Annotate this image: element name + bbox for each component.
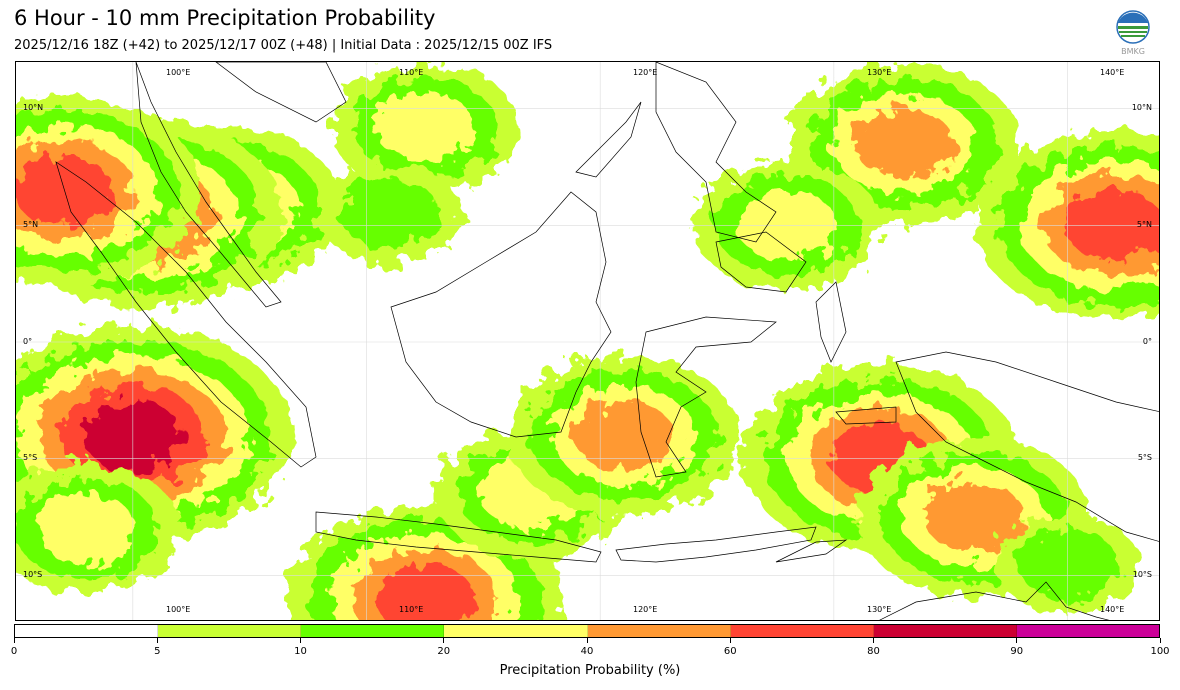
lat-label-right-0: 0° <box>1142 337 1152 346</box>
colorbar-tick-1 <box>156 638 158 643</box>
new-guinea-coast <box>895 351 1159 542</box>
colorbar-segment-7 <box>1016 625 1159 637</box>
bmkg-logo: BMKG <box>1113 10 1153 56</box>
colorbar-segment-6 <box>873 625 1017 637</box>
rain-south-china-sea-west-level-2 <box>339 178 440 249</box>
borneo-coast <box>390 191 612 438</box>
colorbar <box>14 624 1160 638</box>
lon-label-bottom-100: 100°E <box>166 605 191 614</box>
colorbar-segment-4 <box>587 625 731 637</box>
lon-label-top-100: 100°E <box>166 68 191 77</box>
lon-label-top-120: 120°E <box>633 68 658 77</box>
lesser-sunda-coast <box>615 526 817 563</box>
rain-indian-ocean-south-level-3 <box>36 493 137 564</box>
colorbar-tick-3 <box>443 638 445 643</box>
java-coast <box>315 511 602 563</box>
colorbar-tick-label-8: 100 <box>1150 646 1170 657</box>
lat-label-right-10s: 10°S <box>1132 570 1152 579</box>
colorbar-segment-0 <box>15 625 159 637</box>
lon-label-top-110: 110°E <box>399 68 424 77</box>
lon-label-top-140: 140°E <box>1100 68 1125 77</box>
colorbar-segment-2 <box>301 625 445 637</box>
colorbar-segment-5 <box>730 625 874 637</box>
precipitation-layer <box>16 62 1159 620</box>
indochina-coast <box>215 62 347 123</box>
colorbar-tick-label-3: 20 <box>437 646 451 657</box>
map-canvas <box>16 62 1159 620</box>
rain-north-of-borneo-level-3 <box>374 92 475 163</box>
colorbar-title: Precipitation Probability (%) <box>499 663 681 678</box>
colorbar-tick-label-7: 90 <box>1010 646 1024 657</box>
lat-label-right-10n: 10°N <box>1131 103 1152 112</box>
colorbar-tick-label-4: 40 <box>580 646 594 657</box>
sumatra-coast <box>55 161 317 468</box>
rain-makassar-strait-level-4 <box>573 400 674 471</box>
colorbar-segment-1 <box>158 625 302 637</box>
timor-coast <box>775 539 848 563</box>
lon-label-top-130: 130°E <box>867 68 892 77</box>
colorbar-tick-6 <box>873 638 874 643</box>
colorbar-tick-label-6: 80 <box>867 646 880 657</box>
colorbar-tick-label-0: 0 <box>10 646 18 657</box>
colorbar-tick-4 <box>586 638 588 643</box>
bmkg-logo-icon: BMKG <box>1116 10 1150 56</box>
coastlines <box>55 62 1159 620</box>
lat-label-left-5s: 5°S <box>23 453 38 462</box>
lat-label-left-10n: 10°N <box>23 103 44 112</box>
mindanao-coast <box>715 231 807 293</box>
lon-label-bottom-140: 140°E <box>1100 605 1125 614</box>
halmahera-coast <box>815 281 847 363</box>
colorbar-segment-3 <box>444 625 588 637</box>
lon-label-bottom-130: 130°E <box>867 605 892 614</box>
philippines-coast <box>655 62 777 243</box>
colorbar-tick-7 <box>1016 638 1018 643</box>
lat-label-left-5n: 5°N <box>23 220 39 229</box>
palawan-coast <box>575 101 642 178</box>
colorbar-tick-label-2: 10 <box>294 646 307 657</box>
sulawesi-coast <box>635 316 777 478</box>
lat-label-right-5n: 5°N <box>1136 220 1152 229</box>
australia-north-coast <box>879 581 1110 620</box>
rain-south-of-java-level-5 <box>374 563 475 620</box>
precipitation-map: 100°E 110°E 120°E 130°E 140°E 100°E 110°… <box>15 61 1160 621</box>
rain-philippine-sea-level-4 <box>853 108 954 179</box>
lat-label-left-0: 0° <box>23 337 33 346</box>
colorbar-tick-0 <box>13 638 15 643</box>
lon-label-bottom-120: 120°E <box>633 605 658 614</box>
rain-arafura-sea-level-4 <box>924 482 1025 552</box>
graticule <box>16 62 1159 620</box>
colorbar-tick-8 <box>1159 638 1161 643</box>
chart-title: 6 Hour - 10 mm Precipitation Probability <box>14 6 436 30</box>
colorbar-tick-label-5: 60 <box>723 646 737 657</box>
colorbar-tick-label-1: 5 <box>154 646 161 657</box>
colorbar-tick-5 <box>729 638 731 643</box>
seram-coast <box>835 406 897 425</box>
bmkg-logo-text: BMKG <box>1121 47 1145 56</box>
lon-label-bottom-110: 110°E <box>399 605 424 614</box>
malay-peninsula-coast <box>135 62 282 308</box>
colorbar-tick-2 <box>300 638 301 643</box>
chart-subtitle: 2025/12/16 18Z (+42) to 2025/12/17 00Z (… <box>14 38 553 53</box>
lat-label-left-10s: 10°S <box>23 570 43 579</box>
lat-label-right-5s: 5°S <box>1137 453 1152 462</box>
